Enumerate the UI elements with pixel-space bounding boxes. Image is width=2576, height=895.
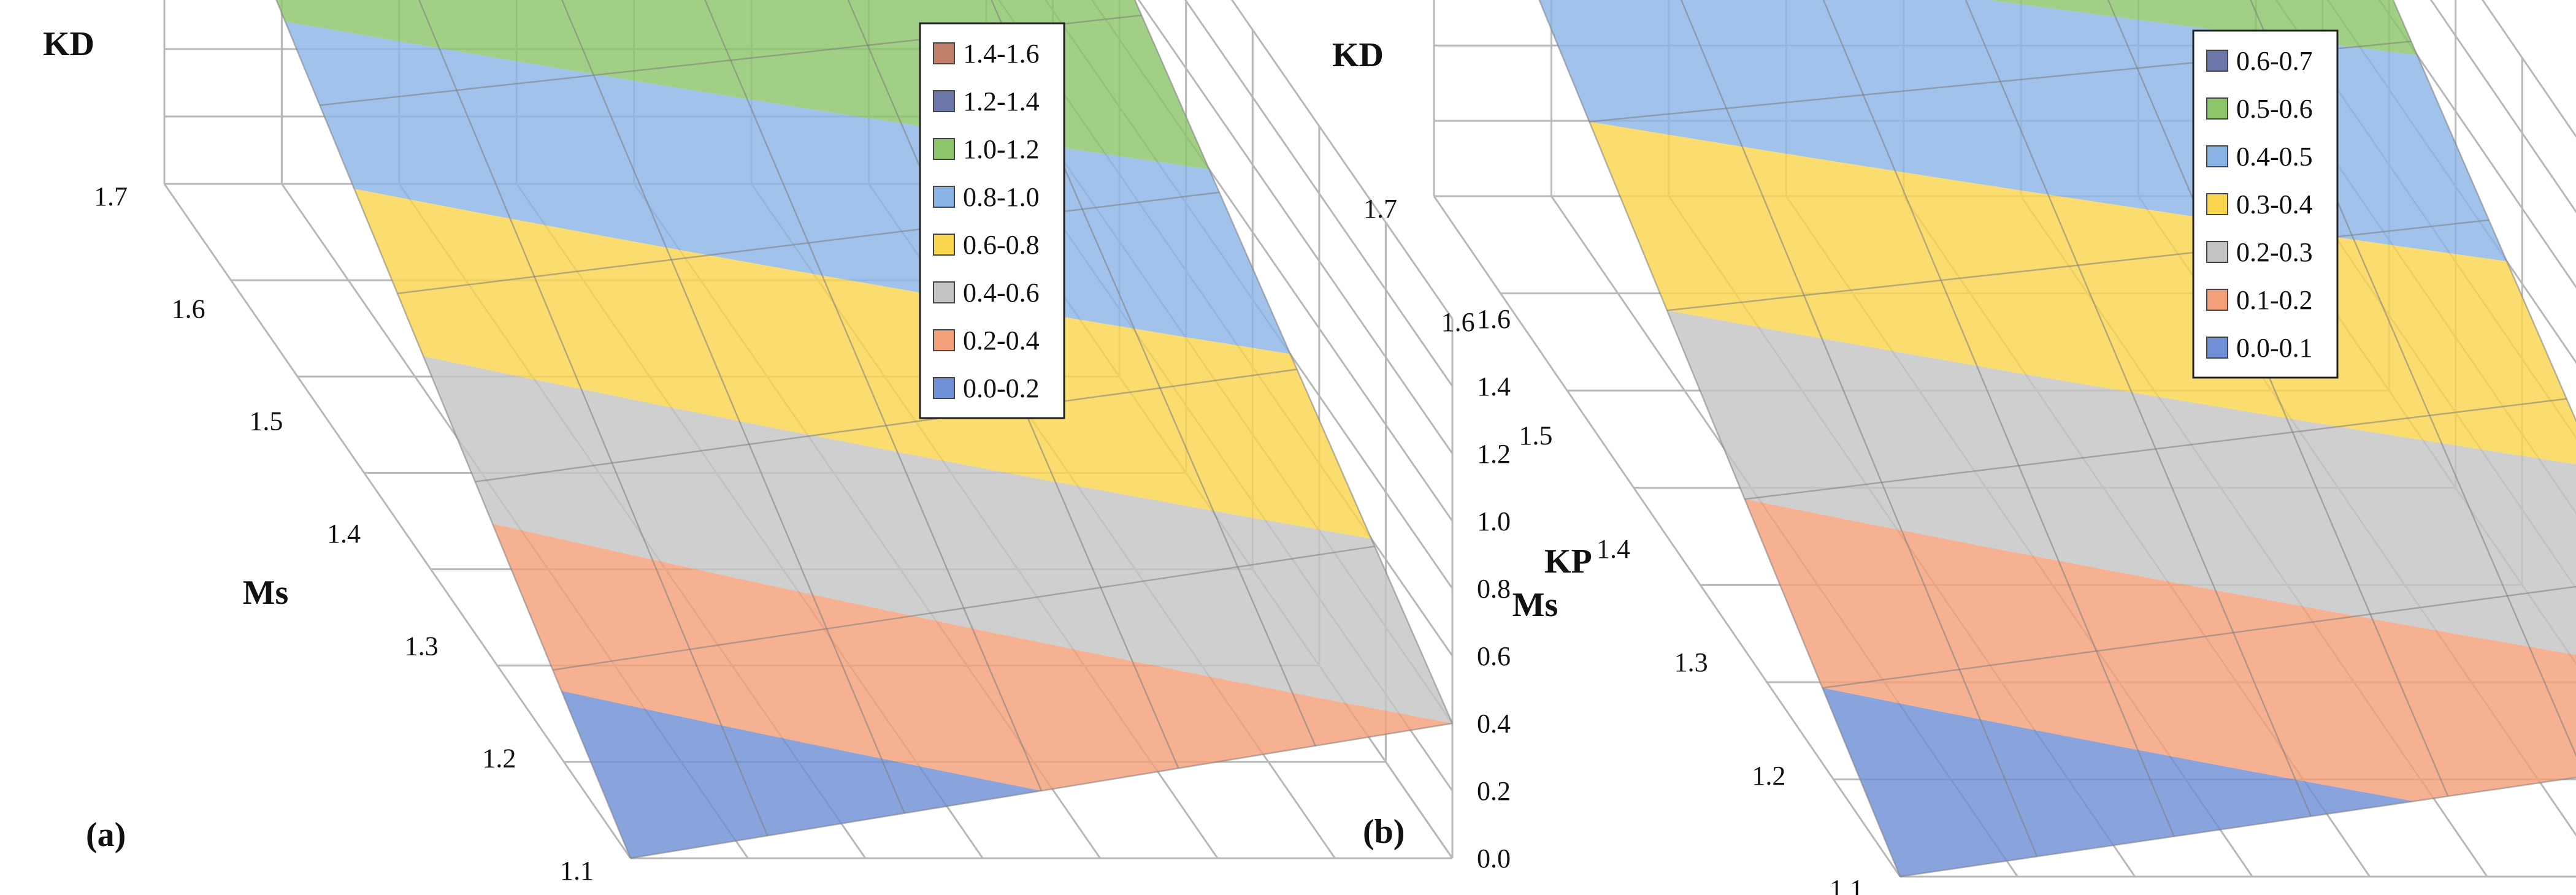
legend-label: 0.6-0.8 [963, 230, 1040, 260]
z-tick-label: 1.6 [1477, 304, 1511, 334]
legend-label: 0.3-0.4 [2236, 189, 2313, 219]
z-tick-label: 0.6 [1477, 641, 1511, 671]
legend-swatch [2206, 145, 2228, 167]
ms-axis-label: Ms [243, 574, 289, 612]
legend-label: 0.0-0.1 [2236, 333, 2313, 363]
legend-label: 1.0-1.2 [963, 134, 1040, 164]
ms-tick-label: 1.2 [482, 744, 516, 774]
legend-label: 0.2-0.4 [963, 326, 1040, 356]
legend-box [919, 22, 1065, 419]
legend-label: 0.8-1.0 [963, 182, 1040, 212]
surface-band-0.3-0.4 [1589, 121, 2576, 465]
ms-tick-label: 1.4 [327, 519, 361, 549]
surface-mesh-line [553, 546, 1375, 671]
legend-label: 1.2-1.4 [963, 86, 1040, 116]
surface-band-0.0-0.2 [561, 691, 1041, 858]
legend-swatch [2206, 97, 2228, 120]
panel-a-chart: 0.00.51.01.52.0KD1.71.61.51.41.31.21.1Ms… [43, 0, 1592, 886]
ms-axis-label: Ms [1512, 586, 1558, 624]
floor-gridline [163, 183, 632, 859]
z-tick-label: 0.4 [1477, 709, 1511, 739]
surface-band-0.0-0.1 [1822, 688, 2414, 877]
back-wall-gridline [1137, 0, 1454, 454]
back-wall-gridline [2429, 0, 2576, 213]
legend-label: 0.5-0.6 [2236, 94, 2313, 124]
kd-axis-label: KD [1332, 36, 1384, 74]
ms-tick-label: 1.4 [1597, 534, 1630, 564]
legend-swatch [2206, 337, 2228, 359]
ms-tick-label: 1.5 [249, 406, 283, 436]
legend-swatch [933, 90, 955, 112]
panel-label: (a) [86, 816, 126, 854]
legend-swatch [2206, 50, 2228, 72]
ms-tick-label: 1.3 [1674, 647, 1708, 677]
floor-gridline [1433, 196, 1901, 877]
legend-label: 1.4-1.6 [963, 39, 1040, 69]
surface-band-0.2-0.4 [492, 524, 1452, 791]
ms-tick-label: 1.6 [172, 294, 205, 324]
surface [275, 0, 1454, 859]
ms-tick-label: 1.7 [94, 181, 128, 211]
back-wall-gridline [2481, 0, 2576, 139]
surface-band-0.6-0.8 [354, 189, 1371, 539]
z-axis-label: KP [1544, 543, 1592, 581]
legend-swatch [933, 329, 955, 351]
z-tick-label: 0.8 [1477, 574, 1511, 604]
surface [1538, 0, 2576, 878]
surface-mesh-line [630, 722, 1453, 859]
legend-label: 0.2-0.3 [2236, 237, 2313, 267]
ms-tick-label: 1.1 [1830, 874, 1863, 895]
ms-tick-label: 1.2 [1752, 761, 1785, 791]
z-tick-label: 1.4 [1477, 371, 1511, 402]
ms-tick-label: 1.5 [1519, 421, 1552, 451]
legend-swatch [933, 138, 955, 160]
surface-band-0.1-0.2 [1744, 499, 2576, 802]
legend-swatch [933, 234, 955, 256]
back-wall-gridline [2378, 0, 2576, 289]
panel-label: (b) [1363, 813, 1405, 851]
legend-swatch [933, 42, 955, 64]
back-wall-gridline [1091, 0, 1454, 522]
legend-swatch [933, 186, 955, 208]
surface-band-0.2-0.3 [1667, 310, 2576, 655]
legend-label: 0.0-0.2 [963, 373, 1040, 403]
z-tick-label: 0.0 [1477, 844, 1511, 874]
ms-tick-label: 1.6 [1441, 307, 1475, 337]
z-tick-label: 0.2 [1477, 776, 1511, 806]
ms-tick-label: 1.3 [405, 631, 439, 661]
z-tick-label: 1.0 [1477, 506, 1511, 536]
back-wall-gridline [1230, 0, 1454, 319]
legend: 1.4-1.6 1.2-1.4 1.0-1.2 0.8-1.0 0.6-0.8 0.4-0… [919, 22, 1065, 419]
legend: 0.6-0.7 0.5-0.6 0.4-0.5 0.3-0.4 0.2-0.3 0.1-0… [2192, 29, 2339, 379]
legend-label: 0.1-0.2 [2236, 285, 2313, 315]
surface-mesh-line [2392, 0, 2576, 422]
legend-swatch [2206, 193, 2228, 215]
legend-swatch [933, 281, 955, 303]
surface-mesh-line [1822, 585, 2576, 689]
legend-swatch [933, 377, 955, 399]
back-wall-gridline [1184, 0, 1454, 387]
surface-mesh-line [1899, 777, 2576, 878]
legend-label: 0.4-0.5 [2236, 142, 2313, 172]
legend-swatch [2206, 241, 2228, 263]
legend-swatch [2206, 289, 2228, 311]
ms-tick-label: 1.1 [560, 856, 594, 886]
legend-label: 0.6-0.7 [2236, 46, 2313, 76]
surface-mesh-line [1134, 0, 1454, 724]
kd-axis-label: KD [43, 25, 94, 63]
legend-label: 0.4-0.6 [963, 278, 1040, 308]
panel-b-chart: 0.00.51.01.52.0KD1.71.61.51.41.31.21.1Ms… [1332, 0, 2576, 895]
surface-band-0.4-0.6 [423, 356, 1453, 723]
z-tick-label: 1.2 [1477, 439, 1511, 469]
ms-tick-label: 1.7 [1363, 194, 1397, 224]
